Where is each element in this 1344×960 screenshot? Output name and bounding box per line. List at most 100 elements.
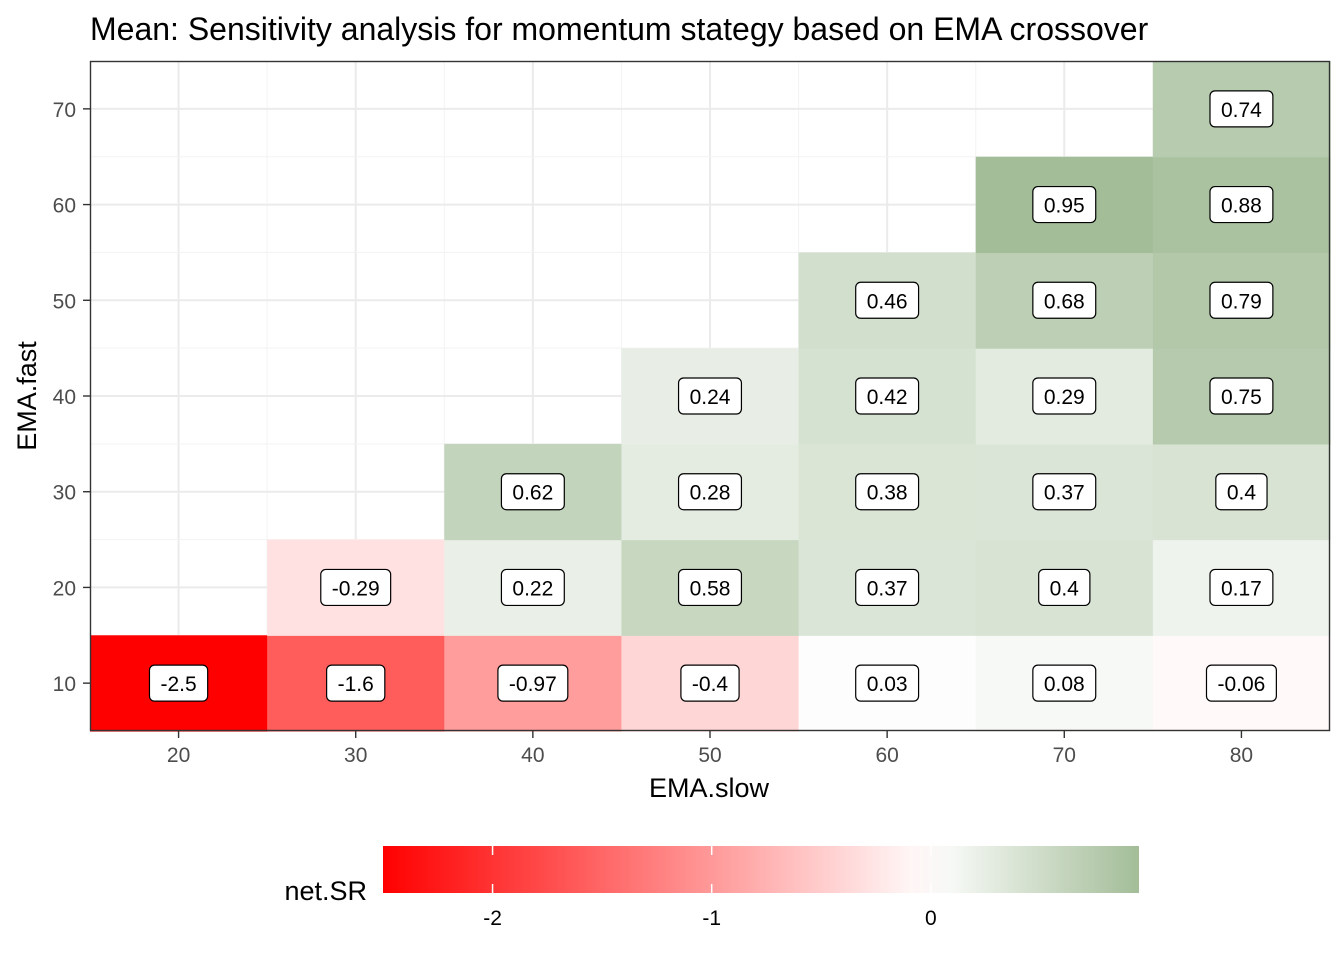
cell-label: 0.03 <box>855 664 920 702</box>
x-tick-label: 80 <box>1230 744 1253 767</box>
cell-label-box <box>855 568 920 607</box>
cell-label: 0.28 <box>677 473 743 511</box>
cell-label: 0.42 <box>855 377 920 415</box>
cell-label-box <box>500 568 565 607</box>
x-tick-label: 20 <box>167 744 190 767</box>
x-tick-label: 70 <box>1053 744 1076 767</box>
cell-label-text: -0.4 <box>692 673 729 696</box>
plot-border <box>89 60 1331 732</box>
legend-tick-label: -2 <box>483 907 502 930</box>
legend-title: net.SR <box>284 876 367 906</box>
cell-label: -0.4 <box>680 664 740 702</box>
cell-label: -0.29 <box>320 568 392 607</box>
cell-label-text: 0.58 <box>690 577 731 600</box>
cell-label-text: -0.97 <box>509 673 557 696</box>
legend-colorbar <box>383 846 1139 893</box>
cell-label-box <box>1209 377 1274 415</box>
cell-label-box <box>497 664 569 702</box>
cell-label-box <box>1209 90 1274 128</box>
heatmap-cells <box>90 61 1331 732</box>
cell-label: 0.38 <box>855 473 920 511</box>
y-axis-title: EMA.fast <box>12 341 42 451</box>
cell-label-box <box>677 377 743 415</box>
cell-label-text: 0.37 <box>867 577 908 600</box>
cell-label-text: -0.06 <box>1217 673 1265 696</box>
y-tick-label: 10 <box>53 673 76 696</box>
cell-label-text: 0.88 <box>1221 195 1262 218</box>
cell-label-box <box>1032 377 1097 415</box>
cell-label-text: 0.29 <box>1044 386 1085 409</box>
cell-label: -0.06 <box>1205 664 1277 702</box>
cell-label-box <box>1032 185 1097 224</box>
cell-label: 0.4 <box>1215 473 1268 511</box>
y-tick-label: 20 <box>53 577 76 600</box>
cell-label-box <box>326 664 386 702</box>
cell-label-box <box>320 568 392 607</box>
cell-label-text: 0.03 <box>867 673 908 696</box>
legend-ticks: -2 -1 0 <box>483 846 937 930</box>
cell-label-text: 0.28 <box>690 482 731 505</box>
cell-label-box <box>500 473 565 511</box>
x-axis-ticks: 20 30 40 50 60 70 80 <box>167 731 1253 767</box>
chart-title: Mean: Sensitivity analysis for momentum … <box>90 11 1149 47</box>
cell-label-box <box>1205 664 1277 702</box>
cell-label-box <box>1032 281 1097 319</box>
cell-label: 0.95 <box>1032 185 1097 224</box>
y-tick-label: 60 <box>53 195 76 218</box>
cell-label: 0.17 <box>1209 568 1274 607</box>
cell-label-text: 0.4 <box>1050 577 1080 600</box>
cell-label-box <box>677 473 743 511</box>
cell-label: 0.29 <box>1032 377 1097 415</box>
x-tick-label: 50 <box>698 744 721 767</box>
cell-label-box <box>1209 568 1274 607</box>
cell-label-text: 0.22 <box>512 577 553 600</box>
cell-label-box <box>855 377 920 415</box>
cell-label: 0.88 <box>1209 185 1274 224</box>
y-tick-label: 30 <box>53 482 76 505</box>
cell-label-text: 0.46 <box>867 290 908 313</box>
cell-label-text: 0.74 <box>1221 99 1262 122</box>
cell-label-text: 0.42 <box>867 386 908 409</box>
y-tick-label: 40 <box>53 386 76 409</box>
cell-label: 0.68 <box>1032 281 1097 319</box>
cell-label-box <box>677 568 743 607</box>
cell-label-text: 0.37 <box>1044 482 1085 505</box>
cell-label: 0.37 <box>1032 473 1097 511</box>
cell-label-text: 0.79 <box>1221 290 1262 313</box>
x-axis-title: EMA.slow <box>649 773 770 803</box>
x-tick-label: 30 <box>344 744 367 767</box>
cell-label-text: 0.38 <box>867 482 908 505</box>
cell-label-text: 0.75 <box>1221 386 1262 409</box>
cell-label-text: -0.29 <box>332 577 380 600</box>
cell-label-text: 0.62 <box>512 482 553 505</box>
cell-label-box <box>1209 281 1274 319</box>
cell-labels: -2.5 -1.6 -0.97 -0.4 0.03 0.08 -0.06 -0.29 0.22 0… <box>148 90 1277 702</box>
cell-label: 0.75 <box>1209 377 1274 415</box>
cell-label: 0.74 <box>1209 90 1274 128</box>
x-tick-label: 40 <box>521 744 544 767</box>
cell-label-text: 0.95 <box>1044 195 1085 218</box>
x-tick-label: 60 <box>875 744 898 767</box>
cell-label: -0.97 <box>497 664 569 702</box>
cell-label: 0.4 <box>1038 568 1091 607</box>
cell-label-text: -1.6 <box>338 673 374 696</box>
cell-label-box <box>855 473 920 511</box>
cell-label: 0.08 <box>1032 664 1097 702</box>
cell-label-box <box>1209 185 1274 224</box>
cell-label-box <box>1032 473 1097 511</box>
cell-label: -2.5 <box>148 664 209 702</box>
legend-tick-label: 0 <box>925 907 937 930</box>
cell-label-box <box>1032 664 1097 702</box>
cell-label-text: -2.5 <box>160 673 196 696</box>
cell-label-box <box>855 664 920 702</box>
cell-label-box <box>1215 473 1268 511</box>
cell-label-text: 0.17 <box>1221 577 1262 600</box>
y-axis-ticks: 10 20 30 40 50 60 70 <box>53 99 90 696</box>
cell-label-box <box>1038 568 1091 607</box>
cell-label-box <box>680 664 740 702</box>
cell-label: 0.37 <box>855 568 920 607</box>
cell-label: 0.62 <box>500 473 565 511</box>
cell-label: 0.24 <box>677 377 743 415</box>
cell-label: 0.58 <box>677 568 743 607</box>
